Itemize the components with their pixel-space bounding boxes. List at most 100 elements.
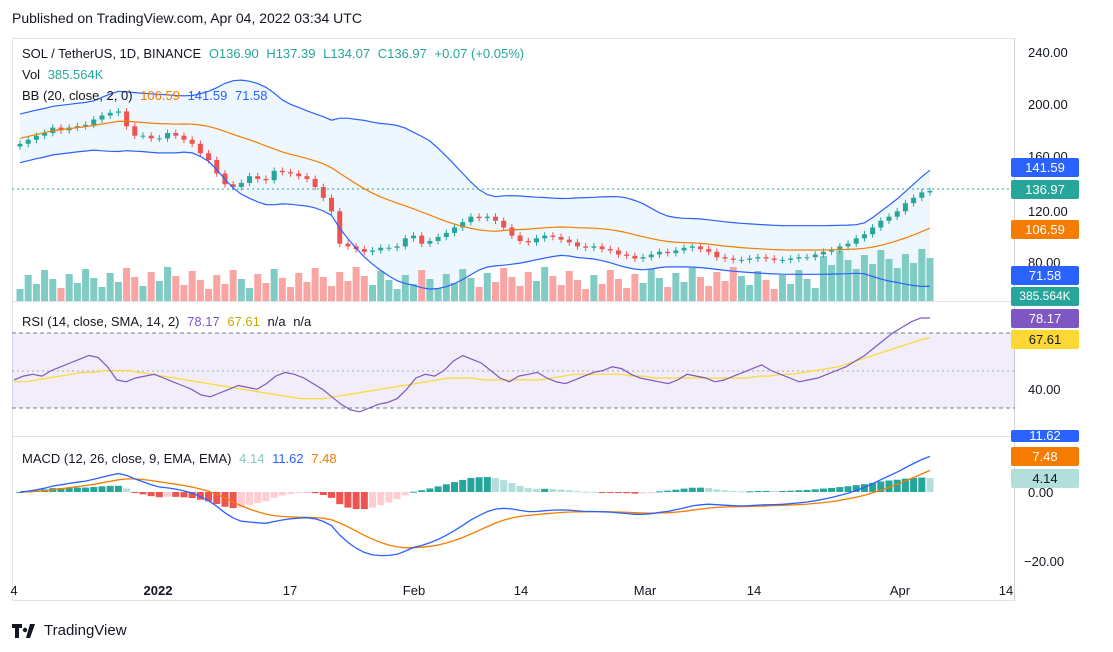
candle-body xyxy=(919,192,925,198)
macd-hist-bar xyxy=(672,489,680,492)
volume-bar xyxy=(483,273,491,301)
macd-hist-bar xyxy=(869,482,877,492)
candle-body xyxy=(853,238,859,244)
macd-hist-bar xyxy=(844,486,852,492)
volume-bar xyxy=(860,255,868,301)
rsi-line xyxy=(13,317,930,413)
volume-bar xyxy=(828,265,836,301)
rsi-na-2: n/a xyxy=(293,314,312,329)
volume-bar xyxy=(803,279,811,301)
signal-tag: 7.48 xyxy=(1011,447,1079,466)
candle-body xyxy=(173,133,179,136)
candle-body xyxy=(435,236,441,241)
candle-body xyxy=(550,235,556,237)
candle-body xyxy=(689,246,695,248)
candle-body xyxy=(714,251,720,258)
macd-hist-bar xyxy=(246,492,254,505)
candle-body xyxy=(911,197,917,204)
macd-hist-bar xyxy=(73,487,81,492)
macd-hist-bar xyxy=(573,491,581,493)
volume-bar xyxy=(90,278,98,301)
volume-bar xyxy=(426,279,434,301)
macd-hist-bar xyxy=(270,492,278,498)
volume-bar xyxy=(344,281,352,301)
volume-bar xyxy=(57,288,65,301)
volume-bar xyxy=(82,269,90,301)
volume-bar xyxy=(278,278,286,301)
candle-body xyxy=(755,257,761,259)
volume-bar xyxy=(869,264,877,301)
volume-label: Vol xyxy=(22,67,41,82)
macd-hist-bar xyxy=(410,491,418,493)
macd-hist-bar xyxy=(532,488,540,492)
macd-hist-bar xyxy=(549,488,557,492)
candle-body xyxy=(107,112,113,116)
macd-hist-bar xyxy=(319,492,327,496)
candle-body xyxy=(591,246,597,248)
macd-hist-bar xyxy=(705,488,713,492)
candle-body xyxy=(812,254,818,258)
volume-bar xyxy=(164,267,172,301)
candle-body xyxy=(214,160,220,174)
macd-hist-bar xyxy=(778,490,786,492)
brand-name: TradingView xyxy=(44,622,127,639)
candle-body xyxy=(394,246,400,248)
volume-bar xyxy=(655,278,663,301)
chart-plot-area[interactable] xyxy=(12,38,1015,601)
volume-bar xyxy=(65,274,73,301)
volume-bar xyxy=(590,275,598,301)
macd-hist-bar xyxy=(114,485,122,492)
volume-bar xyxy=(639,283,647,301)
macd-hist-bar xyxy=(746,491,754,493)
candle-body xyxy=(411,235,417,239)
candle-body xyxy=(124,111,130,127)
volume-bar xyxy=(737,276,745,301)
macd-hist-bar xyxy=(196,492,204,500)
macd-hist-bar xyxy=(426,488,434,492)
macd-hist-bar xyxy=(311,492,319,494)
candle-body xyxy=(484,216,490,219)
volume-bar xyxy=(696,277,704,301)
macd-hist-bar xyxy=(614,492,622,493)
pane-separator-rsi xyxy=(12,301,1015,302)
macd-hist-bar xyxy=(180,492,188,498)
macd-hist-bar xyxy=(139,492,147,495)
volume-bar xyxy=(893,268,901,301)
candle-body xyxy=(460,222,466,228)
volume-bar xyxy=(385,280,393,301)
macd-hist-bar xyxy=(557,489,565,492)
bollinger-band-lines xyxy=(19,79,931,290)
macd-hist-bar xyxy=(262,492,270,502)
macd-hist-bar xyxy=(147,492,155,497)
bb-upper-line xyxy=(19,79,931,227)
volume-bar xyxy=(123,268,131,301)
candle-body xyxy=(820,251,826,255)
rsi-label: RSI (14, close, SMA, 14, 2) xyxy=(22,314,180,329)
candle-body xyxy=(681,247,687,251)
volume-bar xyxy=(516,286,524,301)
volume-bar xyxy=(393,289,401,301)
macd-hist-bar xyxy=(664,490,672,492)
candle-body xyxy=(566,239,572,243)
volume-bar xyxy=(98,287,106,301)
bb-label: BB (20, close, 2, 0) xyxy=(22,88,133,103)
volume-bar xyxy=(614,279,622,301)
candle-body xyxy=(837,246,843,251)
time-tick: 4 xyxy=(10,583,18,598)
candle-body xyxy=(878,220,884,228)
volume-bar xyxy=(311,268,319,301)
candle-body xyxy=(230,184,236,187)
macd-hist-bar xyxy=(631,492,639,494)
candle-body xyxy=(738,259,744,261)
bb-upper-value: 141.59 xyxy=(187,88,228,103)
macd-hist-bar xyxy=(901,478,909,492)
candle-body xyxy=(148,135,154,139)
volume-bar xyxy=(680,282,688,301)
bb-basis-value: 106.59 xyxy=(140,88,180,103)
macd-hist-bar xyxy=(295,492,303,493)
volume-bar xyxy=(778,275,786,301)
tradingview-brand[interactable]: TradingView xyxy=(12,622,127,639)
candle-body xyxy=(894,211,900,217)
macd-hist-bar xyxy=(237,492,245,508)
candle-body xyxy=(861,234,867,239)
